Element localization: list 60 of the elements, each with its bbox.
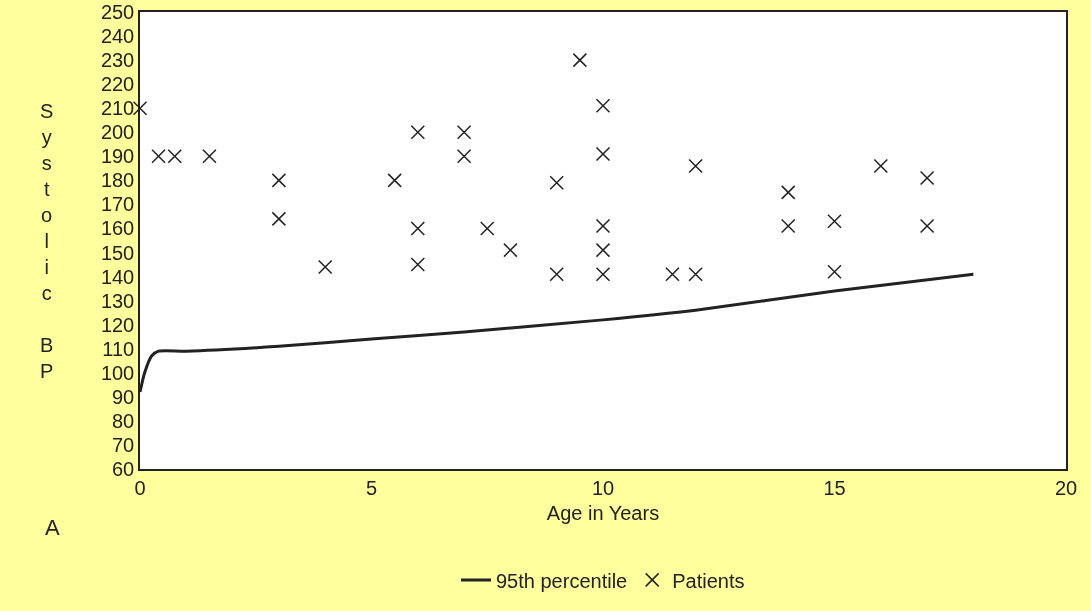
point — [595, 242, 611, 258]
y-tick-label: 240 — [100, 25, 135, 48]
legend-label: Patients — [672, 569, 745, 592]
x-tick-label: 15 — [823, 476, 846, 499]
point — [317, 259, 333, 275]
legend-label: 95th percentile — [496, 569, 628, 592]
x-tick-label: 5 — [365, 476, 378, 499]
point — [202, 149, 217, 164]
point — [410, 125, 426, 140]
y-tick-label: 60 — [112, 458, 135, 480]
y-tick-label: 180 — [100, 169, 135, 192]
point — [271, 173, 287, 188]
y-tick-label: 100 — [100, 361, 135, 384]
text: A — [45, 515, 60, 540]
y-tick-label: 130 — [100, 289, 135, 312]
point — [410, 221, 426, 236]
point — [549, 266, 564, 282]
x-axis-title: Age in Years — [546, 501, 660, 524]
y-tick-label: 230 — [100, 49, 135, 72]
point — [780, 218, 796, 234]
point — [456, 149, 472, 164]
x-tick-label: 10 — [591, 476, 615, 499]
y-tick-label: 170 — [100, 193, 135, 216]
point — [780, 185, 796, 200]
point — [572, 52, 588, 68]
point — [595, 146, 611, 162]
point — [387, 173, 402, 188]
y-tick-label: 150 — [100, 241, 135, 264]
y-tick-label: 200 — [100, 121, 135, 144]
point — [665, 266, 680, 282]
y-tick-label: 160 — [100, 217, 135, 240]
point — [919, 218, 935, 234]
y-tick-label: 70 — [112, 433, 135, 456]
point — [549, 175, 564, 191]
y-tick-label: 80 — [112, 409, 135, 432]
y-tick-label: 250 — [100, 1, 135, 23]
point — [595, 218, 611, 234]
point — [688, 158, 703, 174]
y-tick-label: 210 — [100, 97, 135, 120]
point — [873, 158, 889, 174]
point — [827, 214, 842, 229]
text: Systolic BP — [40, 100, 54, 382]
point — [503, 242, 518, 258]
point — [410, 257, 426, 272]
y-tick-label: 190 — [100, 145, 135, 168]
point — [271, 211, 287, 227]
point — [919, 170, 935, 186]
point — [688, 266, 703, 282]
y-tick-label: 140 — [100, 265, 135, 288]
point — [595, 98, 611, 114]
y-tick-label: 90 — [112, 385, 135, 408]
y-tick-label: 110 — [102, 337, 135, 360]
point — [456, 125, 472, 140]
y-tick-label: 220 — [100, 73, 135, 96]
y-tick-label: 120 — [100, 313, 135, 336]
point — [827, 264, 842, 280]
x-tick-label: 20 — [1054, 476, 1078, 499]
point — [480, 221, 495, 236]
point — [595, 266, 611, 282]
x-tick-label: 0 — [134, 476, 146, 499]
